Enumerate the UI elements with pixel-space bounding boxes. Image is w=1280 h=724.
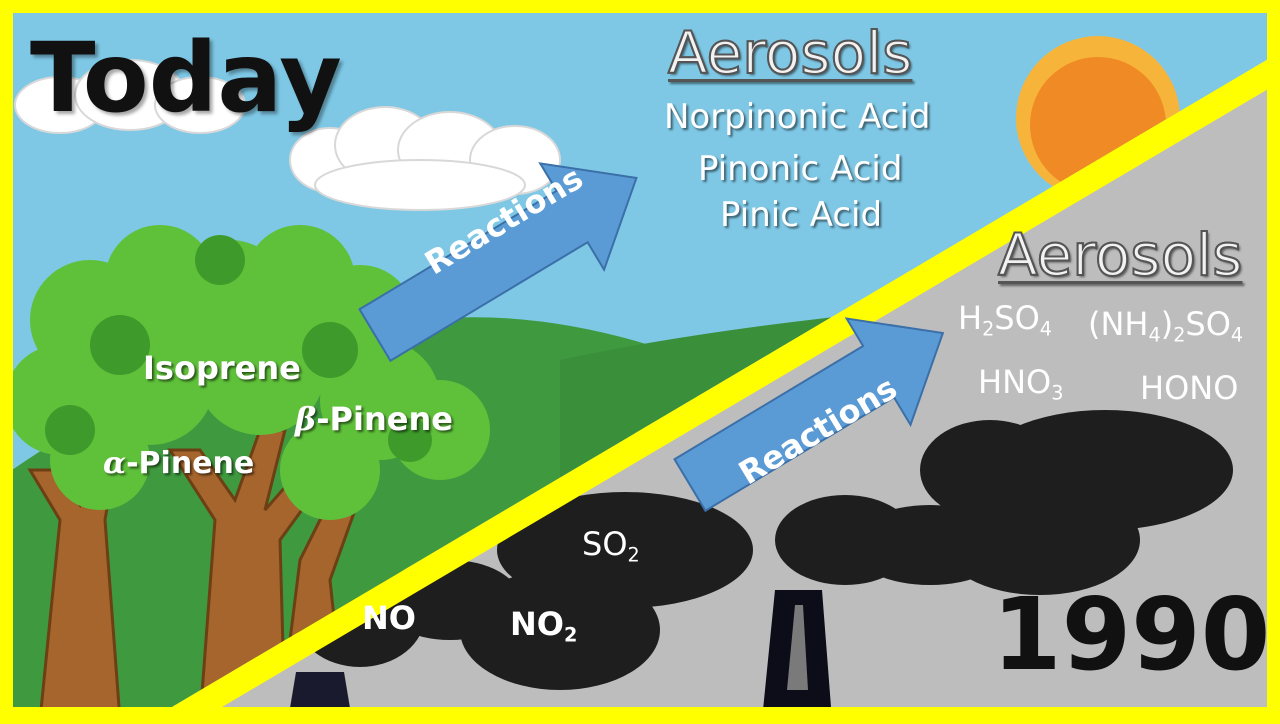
divider-band [150, 52, 1280, 720]
pollutant-so2: SO2 [582, 525, 640, 567]
emission-isoprene: Isoprene [143, 349, 301, 387]
aerosols-heading-1990: Aerosols [997, 221, 1243, 289]
smoke-clouds [295, 410, 1233, 690]
aerosol-pinonic: Pinonic Acid [698, 149, 903, 189]
aerosol-h2so4: H2SO4 [958, 299, 1052, 341]
emission-beta-pinene: β-Pinene [295, 400, 453, 438]
reactions-arrow-today [358, 162, 638, 363]
reactions-arrow-1990 [673, 317, 945, 513]
pollutant-no2: NO2 [510, 605, 578, 647]
emission-alpha-pinene: α-Pinene [103, 446, 255, 481]
cloud-top-left-icon [14, 59, 246, 134]
cloud-icon [289, 106, 561, 211]
aerosol-norpinonic: Norpinonic Acid [664, 97, 931, 137]
aerosol-pinic: Pinic Acid [720, 195, 883, 235]
aerosol-nh4-2so4: (NH4)2SO4 [1088, 305, 1244, 347]
aerosol-hono: HONO [1140, 369, 1239, 407]
aerosols-heading-today: Aerosols [667, 19, 913, 87]
title-today: Today [30, 22, 342, 134]
pollutant-no: NO [362, 599, 416, 637]
aerosol-hno3: HNO3 [978, 363, 1064, 405]
title-year: 1990 [992, 576, 1271, 693]
